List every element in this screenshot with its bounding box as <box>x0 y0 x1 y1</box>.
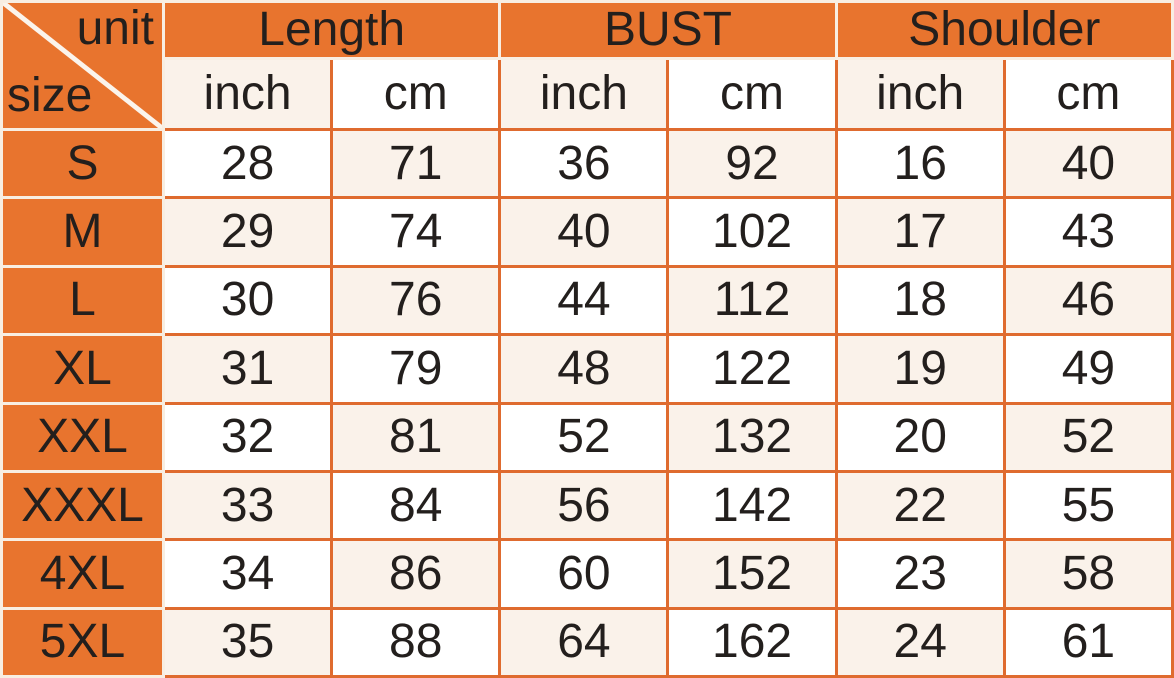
group-header-shoulder: Shoulder <box>834 0 1174 60</box>
value-cell: 74 <box>330 196 502 268</box>
value-cell: 102 <box>666 196 838 268</box>
unit-header-bust-inch: inch <box>498 57 670 131</box>
value-cell: 28 <box>161 127 334 200</box>
value-cell: 32 <box>161 401 334 473</box>
value-cell: 55 <box>1002 469 1174 542</box>
corner-label-unit: unit <box>76 2 154 55</box>
table-row: S 28 71 36 92 16 40 <box>0 127 1174 200</box>
value-cell: 23 <box>834 538 1006 610</box>
value-cell: 33 <box>161 469 334 542</box>
size-label: M <box>0 196 165 268</box>
unit-header-shoulder-inch: inch <box>834 57 1006 131</box>
value-cell: 29 <box>161 196 334 268</box>
value-cell: 20 <box>834 401 1006 473</box>
table-body: S 28 71 36 92 16 40 M 29 74 40 102 17 43 L 30 76 44 112 18 4… <box>0 127 1174 678</box>
value-cell: 86 <box>330 538 502 610</box>
value-cell: 56 <box>498 469 670 542</box>
table-row: XL 31 79 48 122 19 49 <box>0 333 1174 405</box>
value-cell: 30 <box>161 264 334 337</box>
value-cell: 92 <box>666 127 838 200</box>
value-cell: 52 <box>1002 401 1174 473</box>
unit-header-shoulder-cm: cm <box>1002 57 1174 131</box>
value-cell: 152 <box>666 538 838 610</box>
value-cell: 60 <box>498 538 670 610</box>
size-label: 4XL <box>0 538 165 610</box>
value-cell: 49 <box>1002 333 1174 405</box>
size-label: XXL <box>0 401 165 473</box>
value-cell: 88 <box>330 606 502 678</box>
table-row: L 30 76 44 112 18 46 <box>0 264 1174 337</box>
size-label: XL <box>0 333 165 405</box>
size-label: XXXL <box>0 469 165 542</box>
corner-label-size: size <box>7 69 93 122</box>
size-label: 5XL <box>0 606 165 678</box>
value-cell: 24 <box>834 606 1006 678</box>
value-cell: 17 <box>834 196 1006 268</box>
diagonal-divider-line <box>3 3 162 128</box>
value-cell: 44 <box>498 264 670 337</box>
size-label: S <box>0 127 165 200</box>
unit-header-row: inch cm inch cm inch cm <box>2 57 1174 131</box>
table-row: 4XL 34 86 60 152 23 58 <box>0 538 1174 610</box>
value-cell: 76 <box>330 264 502 337</box>
group-header-row: unit size Length BUST Shoulder <box>0 0 1174 131</box>
table-row: M 29 74 40 102 17 43 <box>0 196 1174 268</box>
value-cell: 71 <box>330 127 502 200</box>
value-cell: 18 <box>834 264 1006 337</box>
value-cell: 79 <box>330 333 502 405</box>
value-cell: 16 <box>834 127 1006 200</box>
value-cell: 19 <box>834 333 1006 405</box>
value-cell: 122 <box>666 333 838 405</box>
value-cell: 142 <box>666 469 838 542</box>
value-cell: 81 <box>330 401 502 473</box>
unit-header-bust-cm: cm <box>666 57 838 131</box>
size-label: L <box>0 264 165 337</box>
value-cell: 112 <box>666 264 838 337</box>
table-row: 5XL 35 88 64 162 24 61 <box>0 606 1174 678</box>
value-cell: 35 <box>161 606 334 678</box>
corner-cell: unit size <box>0 0 165 131</box>
value-cell: 48 <box>498 333 670 405</box>
unit-header-length-cm: cm <box>330 57 502 131</box>
value-cell: 43 <box>1002 196 1174 268</box>
value-cell: 34 <box>161 538 334 610</box>
value-cell: 36 <box>498 127 670 200</box>
value-cell: 52 <box>498 401 670 473</box>
value-cell: 132 <box>666 401 838 473</box>
value-cell: 40 <box>498 196 670 268</box>
value-cell: 58 <box>1002 538 1174 610</box>
table-row: XXXL 33 84 56 142 22 55 <box>0 469 1174 542</box>
group-header-length: Length <box>161 0 502 60</box>
value-cell: 84 <box>330 469 502 542</box>
group-header-bust: BUST <box>498 0 838 60</box>
table-row: XXL 32 81 52 132 20 52 <box>0 401 1174 473</box>
value-cell: 162 <box>666 606 838 678</box>
unit-header-length-inch: inch <box>161 57 334 131</box>
value-cell: 22 <box>834 469 1006 542</box>
value-cell: 31 <box>161 333 334 405</box>
value-cell: 46 <box>1002 264 1174 337</box>
value-cell: 61 <box>1002 606 1174 678</box>
value-cell: 64 <box>498 606 670 678</box>
value-cell: 40 <box>1002 127 1174 200</box>
